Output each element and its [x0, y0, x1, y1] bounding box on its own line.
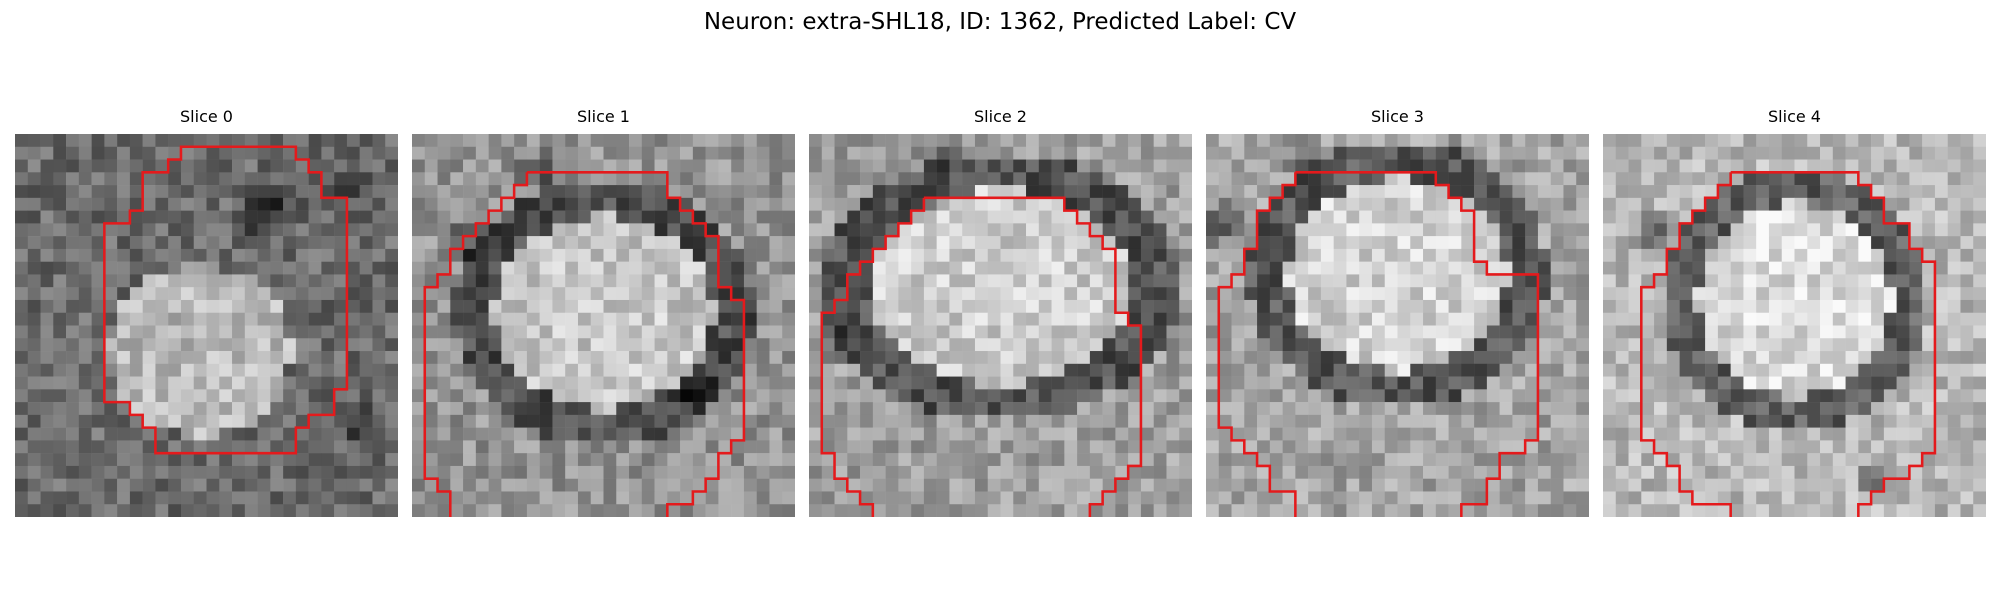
roi-contour-left	[1640, 172, 1732, 517]
pixel-grid	[15, 134, 398, 517]
slice-image	[1206, 134, 1589, 517]
slice-image	[15, 134, 398, 517]
roi-contour-left	[423, 172, 529, 517]
roi-contour	[526, 171, 746, 517]
slice-title: Slice 0	[180, 107, 233, 126]
roi-contour	[923, 196, 1143, 517]
pixel-grid	[412, 134, 795, 517]
roi-contour	[103, 145, 349, 455]
roi-contour	[1730, 171, 1937, 517]
roi-contour-left	[1217, 172, 1297, 517]
slice-title: Slice 1	[577, 107, 630, 126]
slice-image	[1603, 134, 1986, 517]
slice-panel-2: Slice 2	[809, 107, 1192, 517]
slice-panel-4: Slice 4	[1603, 107, 1986, 517]
slice-title: Slice 4	[1768, 107, 1821, 126]
pixel-grid	[1603, 134, 1986, 517]
roi-contour-left	[820, 197, 926, 517]
slice-panel-1: Slice 1	[412, 107, 795, 517]
slice-title: Slice 2	[974, 107, 1027, 126]
figure-title: Neuron: extra-SHL18, ID: 1362, Predicted…	[703, 9, 1297, 35]
roi-contour	[1295, 171, 1540, 517]
slice-panel-0: Slice 0	[15, 107, 398, 517]
pixel-grid	[1206, 134, 1589, 517]
slice-panel-3: Slice 3	[1206, 107, 1589, 517]
pixel-grid	[809, 134, 1192, 517]
slice-image	[809, 134, 1192, 517]
slice-image	[412, 134, 795, 517]
slice-title: Slice 3	[1371, 107, 1424, 126]
